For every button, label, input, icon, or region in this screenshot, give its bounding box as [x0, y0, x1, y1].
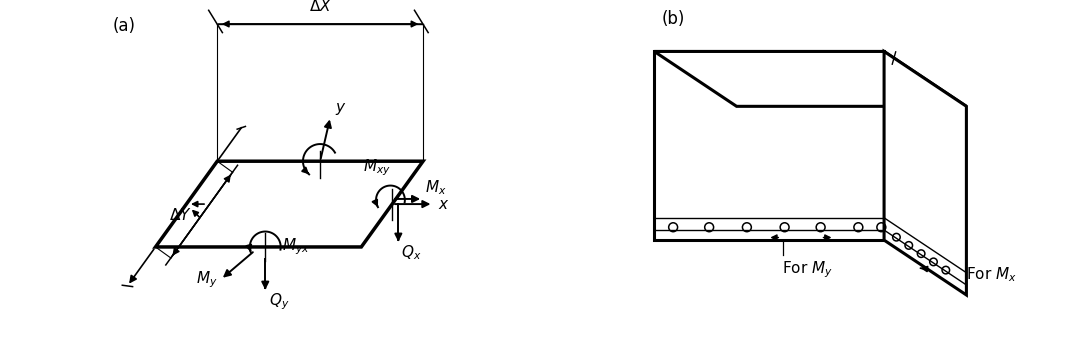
- Polygon shape: [655, 51, 884, 240]
- Text: (a): (a): [113, 17, 135, 35]
- Text: $M_x$: $M_x$: [425, 178, 446, 197]
- Polygon shape: [884, 51, 967, 295]
- Text: y: y: [336, 100, 344, 115]
- Text: $\Delta Y$: $\Delta Y$: [168, 207, 191, 223]
- Text: For $M_x$: For $M_x$: [966, 265, 1016, 284]
- Text: $M_{xy}$: $M_{xy}$: [363, 158, 391, 178]
- Polygon shape: [655, 51, 967, 106]
- Text: $Q_y$: $Q_y$: [268, 292, 289, 312]
- Text: $Q_x$: $Q_x$: [401, 244, 422, 262]
- Text: For $M_y$: For $M_y$: [782, 260, 833, 281]
- Text: $M_{yx}$: $M_{yx}$: [282, 237, 310, 257]
- Text: (b): (b): [661, 10, 685, 28]
- Text: $\Delta X$: $\Delta X$: [309, 0, 332, 14]
- Text: $M_y$: $M_y$: [195, 269, 217, 290]
- Text: x: x: [439, 197, 447, 212]
